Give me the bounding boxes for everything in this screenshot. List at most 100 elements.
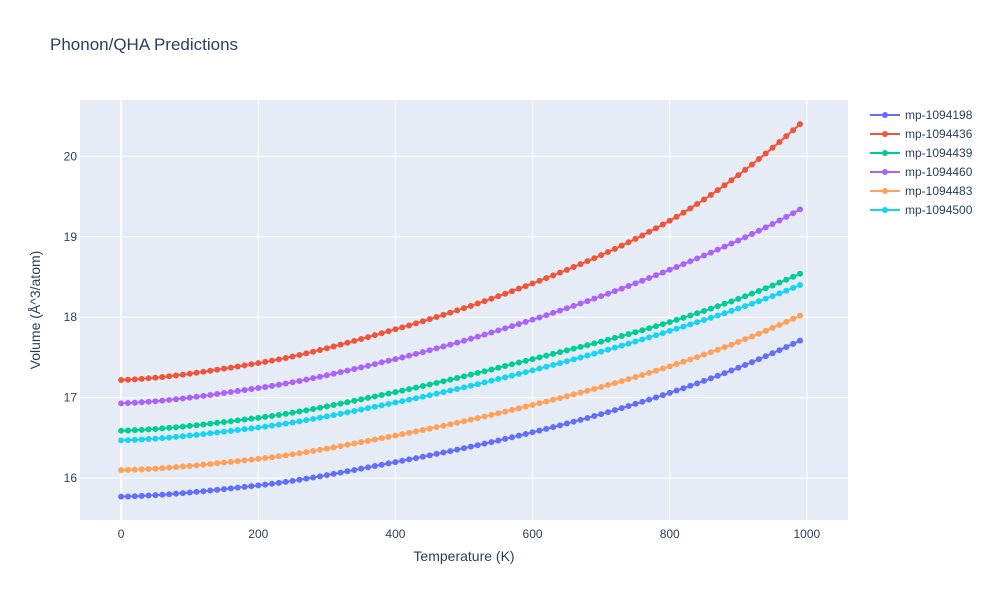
data-point (413, 395, 419, 402)
data-point (625, 403, 632, 410)
data-point (728, 341, 735, 348)
data-point (749, 231, 755, 238)
data-point (406, 322, 413, 329)
data-point (481, 379, 488, 386)
data-point (714, 372, 721, 379)
data-point (570, 391, 577, 398)
data-point (735, 364, 742, 371)
data-point (365, 464, 371, 471)
data-point (426, 392, 433, 399)
legend-item[interactable]: mp-1094436 (870, 127, 973, 141)
data-point (221, 486, 227, 493)
legend-label: mp-1094439 (905, 146, 973, 160)
data-point (543, 312, 550, 319)
data-point (179, 423, 186, 430)
data-point (515, 405, 522, 412)
data-point (659, 365, 666, 372)
data-point (207, 430, 214, 437)
data-point (488, 329, 495, 336)
data-point (673, 213, 680, 220)
data-point (584, 258, 591, 265)
legend-item[interactable]: mp-1094460 (870, 165, 973, 179)
data-point (241, 416, 248, 423)
data-point (275, 453, 282, 460)
data-point (728, 307, 735, 314)
data-point (317, 414, 323, 421)
legend-item[interactable]: mp-1094500 (870, 203, 973, 217)
data-point (680, 385, 687, 392)
legend-label: mp-1094436 (905, 127, 973, 141)
data-point (330, 402, 337, 409)
data-point (755, 156, 762, 163)
data-point (255, 424, 262, 431)
legend-item[interactable]: mp-1094483 (870, 184, 973, 198)
data-point (639, 398, 646, 405)
data-point (584, 387, 591, 394)
data-point (173, 433, 179, 440)
data-point (173, 464, 179, 471)
data-point (358, 406, 365, 413)
data-point (426, 452, 433, 459)
data-point (611, 288, 618, 295)
data-point (131, 376, 138, 383)
legend-label: mp-1094198 (905, 108, 973, 122)
data-point (118, 437, 125, 444)
data-point (385, 328, 392, 335)
data-point (166, 434, 173, 441)
data-point (515, 359, 522, 366)
legend-item[interactable]: mp-1094198 (870, 108, 973, 122)
data-point (269, 422, 275, 429)
data-point (145, 398, 152, 405)
data-point (783, 287, 790, 294)
data-point (186, 462, 193, 469)
data-point (248, 415, 255, 422)
data-point (227, 364, 234, 371)
data-point (289, 353, 296, 360)
data-point (275, 356, 282, 363)
data-point (221, 390, 227, 397)
data-point (721, 370, 728, 377)
data-point (618, 333, 625, 340)
data-point (570, 418, 577, 425)
data-point (241, 387, 248, 394)
data-point (310, 406, 317, 413)
legend-item[interactable]: mp-1094439 (870, 146, 973, 160)
data-point (762, 150, 769, 157)
data-point (502, 408, 509, 415)
data-point (344, 441, 351, 448)
data-point (221, 428, 227, 435)
data-point (762, 327, 769, 334)
data-point (632, 338, 639, 345)
data-point (488, 295, 495, 302)
data-point (570, 302, 577, 309)
data-point (714, 312, 721, 319)
data-point (509, 406, 515, 413)
x-tick-label: 800 (660, 527, 680, 541)
data-point (433, 424, 440, 431)
y-axis-ticks: 16 17 18 19 20 (64, 149, 78, 485)
data-point (262, 481, 269, 488)
data-point (406, 456, 413, 463)
data-point (673, 263, 680, 270)
data-point (310, 415, 317, 422)
data-point (749, 290, 755, 297)
data-point (467, 335, 474, 342)
data-point (282, 380, 289, 387)
data-point (159, 465, 166, 472)
data-point (467, 382, 474, 389)
data-point (495, 376, 502, 383)
data-point (495, 364, 502, 371)
data-point (303, 475, 310, 482)
data-point (701, 196, 707, 203)
data-point (461, 384, 467, 391)
data-point (735, 338, 742, 345)
data-point (611, 380, 618, 387)
data-point (481, 331, 488, 338)
data-point (797, 337, 803, 344)
data-point (262, 384, 269, 391)
data-point (584, 342, 591, 349)
data-point (426, 425, 433, 432)
data-point (611, 407, 618, 414)
data-point (200, 461, 207, 468)
data-point (605, 290, 611, 297)
